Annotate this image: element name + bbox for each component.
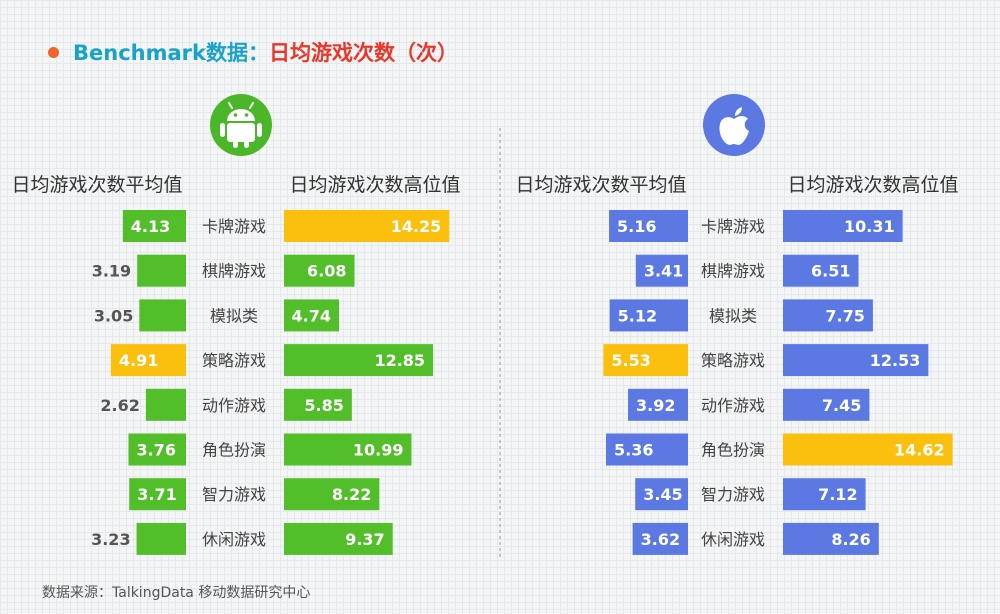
category-label: 休闲游戏 (701, 530, 765, 549)
title-main: 日均游戏次数（次） (268, 41, 458, 65)
average-bar (609, 210, 688, 242)
average-bar (609, 299, 688, 332)
high-bar (783, 344, 929, 377)
high-value-label: 10.31 (844, 217, 895, 236)
average-value-label: 3.41 (644, 262, 683, 281)
high-bar (284, 433, 412, 466)
average-bar (635, 254, 688, 287)
high-value-label: 4.74 (291, 306, 330, 325)
high-value-label: 14.25 (391, 217, 442, 236)
high-bar (284, 254, 355, 287)
high-value-label: 7.45 (822, 396, 861, 415)
high-value-label: 6.08 (307, 262, 346, 281)
average-value-label: 3.92 (636, 396, 675, 415)
average-bar (122, 210, 186, 242)
high-bar (284, 478, 380, 511)
average-value-label: 4.13 (131, 217, 170, 236)
average-bar (129, 478, 186, 511)
average-bar (128, 433, 186, 466)
average-value-label: 3.19 (92, 262, 131, 281)
average-value-label: 3.76 (136, 441, 175, 460)
average-value-label: 5.36 (614, 441, 653, 460)
category-label: 模拟类 (210, 306, 258, 325)
category-label: 动作游戏 (202, 396, 266, 415)
high-value-label: 8.22 (332, 485, 371, 504)
average-value-label: 3.23 (91, 530, 130, 549)
high-value-label: 12.53 (870, 351, 921, 370)
average-value-label: 3.05 (94, 306, 133, 325)
average-bar (137, 254, 186, 287)
average-value-label: 2.62 (100, 396, 139, 415)
high-value-label: 12.85 (374, 351, 425, 370)
average-value-label: 3.62 (641, 530, 680, 549)
average-bar (136, 522, 186, 555)
average-bar (605, 433, 688, 466)
category-label: 卡牌游戏 (202, 217, 266, 236)
high-value-label: 8.26 (831, 530, 870, 549)
category-label: 角色扮演 (202, 441, 266, 460)
header-high: 日均游戏次数高位值 (289, 174, 460, 196)
title-prefix: Benchmark数据： (73, 41, 269, 65)
high-value-label: 9.37 (345, 530, 384, 549)
high-bar (284, 344, 434, 377)
high-bar (783, 299, 873, 332)
average-value-label: 3.71 (137, 485, 176, 504)
category-label: 智力游戏 (701, 485, 765, 504)
category-label: 策略游戏 (202, 351, 266, 370)
category-label: 棋牌游戏 (202, 262, 266, 281)
average-value-label: 3.45 (643, 485, 682, 504)
category-label: 棋牌游戏 (701, 262, 765, 281)
average-value-label: 5.12 (618, 306, 657, 325)
android-icon (210, 94, 272, 156)
average-bar (139, 299, 186, 332)
high-bar (783, 522, 879, 555)
average-bar (628, 388, 688, 421)
high-value-label: 7.12 (818, 485, 857, 504)
high-value-label: 6.51 (811, 262, 850, 281)
category-label: 角色扮演 (701, 441, 765, 460)
header-high: 日均游戏次数高位值 (787, 174, 958, 196)
average-bar (603, 344, 688, 377)
average-value-label: 5.16 (617, 217, 656, 236)
category-label: 智力游戏 (202, 485, 266, 504)
high-bar (783, 433, 953, 466)
apple-icon (703, 94, 765, 156)
high-bar (783, 388, 870, 421)
high-value-label: 7.75 (825, 306, 864, 325)
chart-title: Benchmark数据：日均游戏次数（次） (48, 37, 458, 67)
average-bar (145, 388, 186, 421)
category-label: 动作游戏 (701, 396, 765, 415)
high-bar (284, 210, 450, 242)
high-value-label: 10.99 (353, 441, 404, 460)
high-value-label: 14.62 (894, 441, 945, 460)
title-bullet (48, 46, 59, 58)
source-note: 数据来源：TalkingData 移动数据研究中心 (42, 585, 311, 601)
header-average: 日均游戏次数平均值 (11, 174, 182, 196)
category-label: 卡牌游戏 (701, 217, 765, 236)
high-bar (284, 299, 339, 332)
average-bar (635, 478, 688, 511)
header-average: 日均游戏次数平均值 (515, 174, 686, 196)
average-value-label: 5.53 (611, 351, 650, 370)
category-label: 休闲游戏 (202, 530, 266, 549)
high-bar (284, 388, 352, 421)
category-label: 模拟类 (709, 306, 757, 325)
category-label: 策略游戏 (701, 351, 765, 370)
high-bar (284, 522, 393, 555)
average-bar (632, 522, 688, 555)
high-value-label: 5.85 (304, 396, 343, 415)
average-value-label: 4.91 (119, 351, 158, 370)
average-bar (110, 344, 186, 377)
high-bar (783, 478, 866, 511)
high-bar (783, 210, 903, 242)
high-bar (783, 254, 859, 287)
